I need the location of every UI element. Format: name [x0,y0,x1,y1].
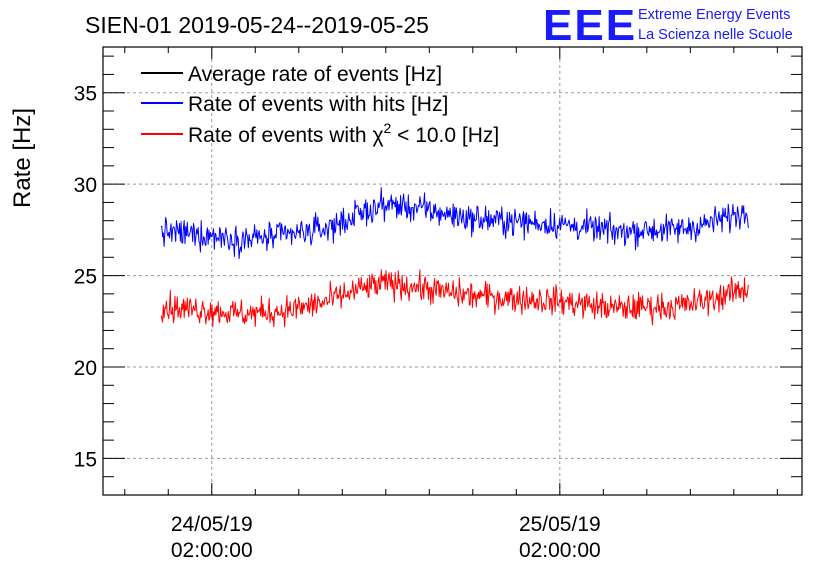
eee-logo-line1: Extreme Energy Events [638,7,790,23]
x-tick-label-time: 02:00:00 [519,539,601,562]
y-tick-label: 25 [74,266,97,289]
legend-label-chi2: Rate of events with χ2 < 10.0 [Hz] [188,120,499,147]
legend: Average rate of events [Hz] Rate of even… [141,63,499,147]
x-tick-label-date: 25/05/19 [519,513,601,536]
legend-label-hits: Rate of events with hits [Hz] [188,93,448,116]
chart-title: SIEN-01 2019-05-24--2019-05-25 [85,12,429,38]
grid-lines [103,47,802,495]
x-tick-label-date: 24/05/19 [171,513,253,536]
eee-logo-letters: EEE [543,1,637,50]
legend-label-average: Average rate of events [Hz] [188,63,442,86]
y-axis-label: Rate [Hz] [9,108,36,208]
y-tick-label: 20 [74,357,97,380]
eee-logo-line2: La Scienza nelle Scuole [638,27,793,43]
legend-label-chi2-main: Rate of events with [188,124,367,147]
series-line-0 [160,187,749,260]
y-tick-label: 15 [74,448,97,471]
y-tick-label: 35 [74,83,97,106]
legend-label-chi2-rest: < 10.0 [Hz] [391,124,499,147]
x-tick-labels: 24/05/19 02:00:00 25/05/19 02:00:00 [171,513,601,562]
x-tick-label-time: 02:00:00 [171,539,253,562]
series-line-1 [160,269,749,328]
axis-ticks [103,47,802,496]
y-tick-labels: 15 20 25 30 35 [74,83,97,472]
series-layer [160,187,749,328]
eee-logo: EEE Extreme Energy Events La Scienza nel… [543,1,793,50]
y-tick-label: 30 [74,174,97,197]
plot-frame [102,46,803,496]
legend-label-chi2-sup: 2 [383,120,391,136]
legend-label-chi2-symbol: χ [372,124,383,147]
